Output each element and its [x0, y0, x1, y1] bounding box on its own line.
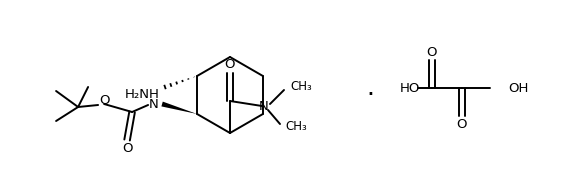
Text: OH: OH	[508, 82, 528, 95]
Text: H₂N: H₂N	[125, 88, 150, 100]
Text: O: O	[225, 59, 235, 72]
Text: CH₃: CH₃	[290, 81, 312, 93]
Text: O: O	[457, 118, 467, 130]
Text: HO: HO	[400, 82, 420, 95]
Text: O: O	[99, 95, 109, 107]
Text: CH₃: CH₃	[285, 121, 307, 134]
Text: O: O	[427, 45, 437, 59]
Text: N: N	[149, 98, 159, 111]
Polygon shape	[162, 102, 197, 114]
Text: N: N	[259, 100, 269, 112]
Text: H: H	[149, 88, 159, 100]
Text: ·: ·	[366, 83, 374, 107]
Text: O: O	[122, 141, 132, 155]
